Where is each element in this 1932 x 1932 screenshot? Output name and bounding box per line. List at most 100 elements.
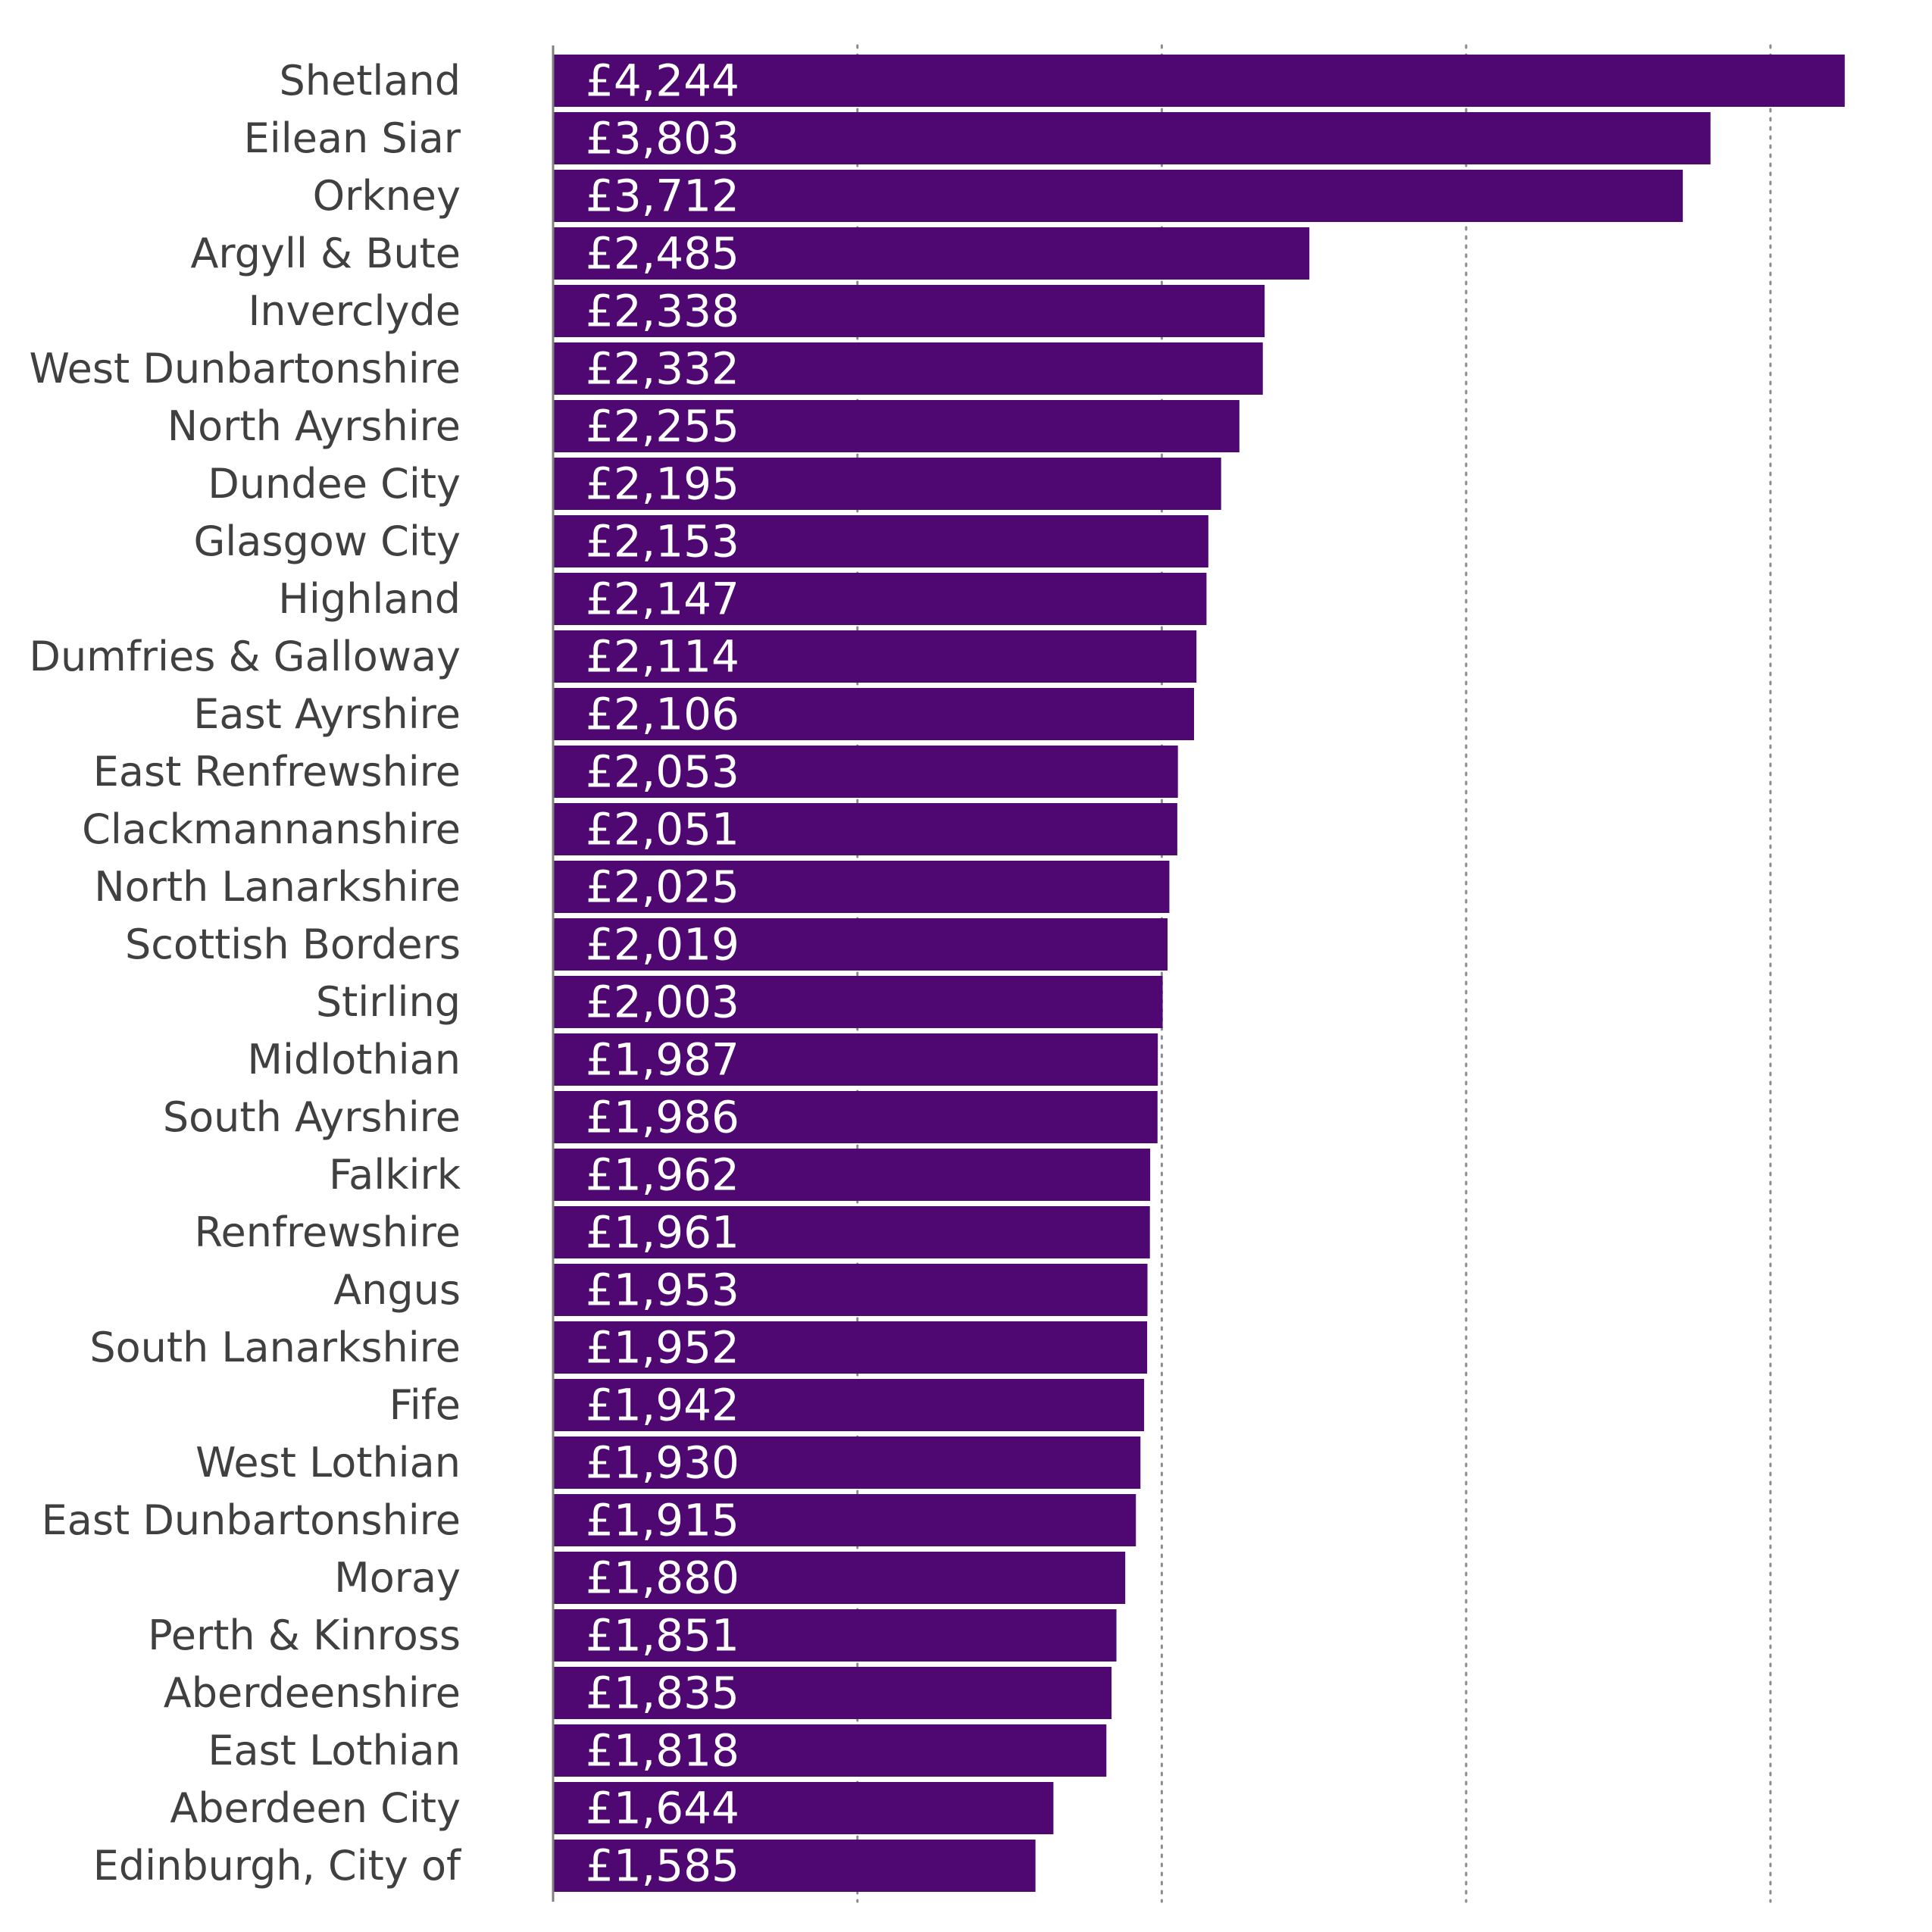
bar [553,1033,1158,1086]
category-label: West Lothian [195,1439,461,1487]
data-label: £4,244 [586,55,739,107]
category-label: South Lanarkshire [89,1324,461,1371]
data-label: £2,053 [586,746,739,798]
bar [553,458,1221,510]
bar [553,1436,1141,1489]
bar [553,55,1845,107]
bar [553,1321,1148,1374]
category-label: West Dunbartonshire [29,345,461,392]
category-label: East Dunbartonshire [42,1496,461,1544]
category-label: North Ayrshire [167,402,461,450]
bar [553,1494,1136,1546]
data-label: £2,332 [586,343,739,395]
data-label: £1,987 [586,1034,739,1086]
data-label: £2,147 [586,574,739,625]
category-label: Shetland [280,57,461,105]
bar [553,573,1207,625]
data-label: £1,952 [586,1322,739,1374]
category-label: Aberdeenshire [164,1669,461,1717]
data-label: £1,880 [586,1552,739,1604]
bar [553,746,1178,798]
data-label: £1,851 [586,1610,739,1662]
data-label: £2,338 [586,286,739,337]
bar [553,1609,1117,1662]
data-label: £1,644 [586,1783,739,1834]
bar [553,1840,1036,1892]
bar [553,1206,1150,1258]
data-label: £2,255 [586,401,739,452]
data-label: £2,485 [586,228,739,280]
category-label: Aberdeen City [170,1784,461,1832]
data-label: £1,962 [586,1149,739,1201]
data-label: £2,114 [586,631,739,683]
bar [553,1724,1107,1777]
category-label: South Ayrshire [163,1093,461,1141]
data-label: £1,986 [586,1092,739,1143]
category-label: Argyll & Bute [190,230,461,277]
data-label: £2,003 [586,977,739,1028]
category-label: Stirling [316,978,461,1026]
bar [553,688,1194,740]
category-label: Fife [389,1381,461,1429]
data-label: £2,153 [586,516,739,567]
bar [553,1091,1158,1143]
data-label: £2,025 [586,861,739,913]
bar [553,1149,1151,1201]
bar [553,112,1711,164]
bar [553,285,1265,337]
bars [553,55,1845,1892]
bar [553,976,1163,1028]
bar [553,861,1170,913]
category-label: Highland [278,575,461,623]
category-label: Eilean Siar [244,114,461,162]
category-label: Edinburgh, City of [93,1842,462,1890]
category-label: Moray [334,1554,461,1602]
data-label: £2,019 [586,919,739,971]
data-label: £2,195 [586,458,739,510]
bar [553,400,1240,452]
data-label: £1,942 [586,1380,739,1431]
bar [553,1552,1126,1604]
category-label: Renfrewshire [194,1208,461,1256]
data-label: £1,818 [586,1725,739,1777]
data-label: £1,835 [586,1668,739,1719]
bar [553,630,1197,683]
data-label: £1,961 [586,1207,739,1258]
category-label: Glasgow City [193,517,461,565]
value-labels: £4,244 £3,803 £3,712 £2,485 £2,338 £2,332 £2,2… [586,55,739,1892]
data-label: £1,585 [586,1840,739,1892]
category-labels: Shetland Eilean Siar Orkney Argyll & Bute In… [29,57,462,1890]
bar [553,170,1683,222]
data-label: £3,712 [586,170,739,222]
category-label: Clackmannanshire [82,805,461,853]
data-label: £2,106 [586,689,739,740]
category-label: Dumfries & Galloway [29,633,461,680]
bar [553,918,1168,971]
category-label: Perth & Kinross [148,1612,461,1659]
category-label: Orkney [313,172,461,220]
data-label: £2,051 [586,804,739,855]
data-label: £1,915 [586,1495,739,1546]
category-label: Dundee City [208,460,461,508]
category-label: Scottish Borders [125,921,461,968]
category-label: Inverclyde [249,287,461,335]
category-label: East Lothian [208,1727,461,1774]
category-label: Angus [333,1266,461,1314]
bar [553,515,1208,567]
category-label: North Lanarkshire [94,863,461,911]
data-label: £1,930 [586,1437,739,1489]
data-label: £1,953 [586,1265,739,1316]
category-label: Midlothian [247,1036,461,1083]
bar [553,1667,1112,1719]
bar [553,342,1263,395]
bar [553,803,1177,855]
bar [553,227,1310,280]
bar [553,1379,1145,1431]
category-label: Falkirk [329,1151,461,1199]
category-label: East Ayrshire [193,690,461,738]
bar [553,1264,1148,1316]
data-label: £3,803 [586,113,739,164]
bar [553,1782,1054,1834]
category-label: East Renfrewshire [93,748,461,796]
